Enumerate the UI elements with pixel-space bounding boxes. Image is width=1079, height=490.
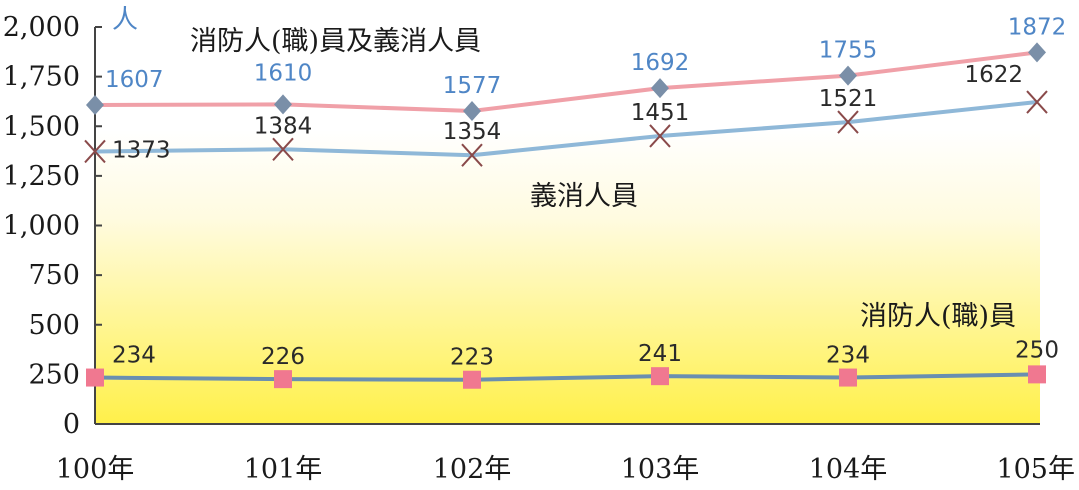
x-marker-stroke [837,110,859,134]
data-label: 241 [638,341,682,367]
data-label: 1577 [443,73,502,99]
y-tick-label: 1,000 [3,211,80,242]
y-tick-label: 0 [63,409,80,440]
y-tick-label: 2,000 [3,12,80,43]
data-label: 1451 [631,100,690,126]
y-tick-label: 1,750 [3,62,80,93]
y-tick-label: 1,250 [3,161,80,192]
x-tick-label: 104年 [809,454,888,485]
x-marker-stroke [84,139,106,164]
y-tick-label: 500 [28,310,80,341]
series-line [94,50,1038,113]
x-tick-label: 101年 [244,454,323,485]
data-label: 1622 [964,62,1023,88]
x-tick-label: 102年 [433,454,512,485]
x-marker-stroke [649,124,671,148]
diamond-marker [463,100,481,121]
x-marker [649,124,671,148]
data-label: 223 [450,345,494,371]
square-marker [274,370,292,389]
data-label: 1521 [819,86,878,112]
data-label: 1872 [1008,14,1067,40]
data-label: 250 [1015,337,1059,363]
square-marker [86,368,104,387]
series-line [94,372,1038,382]
diamond-marker [1028,42,1046,63]
y-tick-label: 250 [28,359,80,390]
data-label: 226 [261,344,305,370]
data-label: 234 [112,343,156,369]
data-label: 1692 [631,50,690,76]
x-marker-stroke [461,143,483,167]
y-tick-label: 750 [28,260,80,291]
data-label: 1384 [254,113,313,139]
square-marker [463,370,481,389]
x-tick-label: 105年 [996,454,1075,485]
x-marker [1026,90,1048,114]
square-marker [1028,365,1046,384]
series-label-total: 消防人(職)員及義消人員 [190,26,481,57]
x-marker [272,137,294,161]
y-axis-unit: 人 [112,5,138,35]
diamond-marker [86,95,104,116]
series-line [94,100,1038,158]
diamond-marker [839,65,857,86]
diamond-marker [274,94,292,115]
data-label: 1610 [254,60,313,86]
data-label: 1755 [819,38,878,64]
series-label-volunteer: 義消人員 [530,181,638,212]
x-marker [837,110,859,134]
y-tick-label: 1,500 [3,111,80,142]
square-marker [651,367,669,386]
x-marker [84,139,106,164]
data-label: 1354 [443,119,502,145]
square-marker [839,368,857,387]
x-tick-label: 103年 [621,454,700,485]
x-marker-stroke [272,137,294,161]
diamond-marker [651,78,669,99]
data-label: 1607 [105,67,164,93]
series-label-firefighter: 消防人(職)員 [860,301,1016,332]
data-label: 1373 [112,137,171,163]
x-marker-stroke [1026,90,1048,114]
x-tick-label: 100年 [56,454,135,485]
data-label: 234 [826,343,870,369]
x-marker [461,143,483,167]
